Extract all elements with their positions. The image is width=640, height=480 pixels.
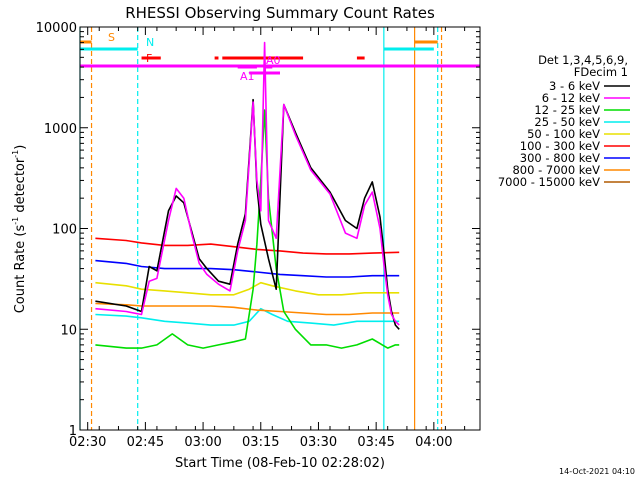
series-line-100-300-kev	[95, 237, 400, 255]
y-tick-label-3: 1000	[44, 122, 77, 137]
flag-label-n: N	[146, 36, 154, 49]
flag-label-a0: A0	[266, 54, 281, 67]
legend-label-7000-15000-kev: 7000 - 15000 keV	[498, 175, 600, 189]
x-tick-label-2: 03:00	[184, 435, 221, 450]
y-tick-label-2: 100	[52, 223, 77, 238]
legend-label-300-800-kev: 300 - 800 keV	[520, 151, 600, 165]
legend-label-6-12-kev: 6 - 12 keV	[542, 91, 600, 105]
legend-label-800-7000-kev: 800 - 7000 keV	[512, 163, 600, 177]
flag-bars: S NF A0 A1	[80, 31, 480, 83]
series-line-6-12-kev	[95, 41, 400, 326]
x-tick-label-1: 02:45	[127, 435, 164, 450]
series-line-50-100-kev	[95, 281, 400, 296]
flag-label-s: S	[108, 31, 115, 44]
legend-label-100-300-kev: 100 - 300 keV	[520, 139, 600, 153]
flag-label-a1: A1	[240, 70, 255, 83]
flag-label-f: F	[146, 52, 152, 65]
x-tick-label-5: 03:45	[357, 435, 394, 450]
x-tick-label-6: 04:00	[415, 435, 452, 450]
legend-label-12-25-kev: 12 - 25 keV	[534, 103, 600, 117]
legend-label-50-100-kev: 50 - 100 keV	[527, 127, 600, 141]
legend-label-3-6-kev: 3 - 6 keV	[549, 79, 600, 93]
y-axis-ticks: 1 10 100 1000 10000	[36, 21, 480, 439]
x-axis-label: Start Time (08-Feb-10 02:28:02)	[175, 456, 385, 471]
x-tick-label-0: 02:30	[69, 435, 106, 450]
chart-title: RHESSI Observing Summary Count Rates	[125, 4, 435, 22]
legend-header-1: FDecim 1	[574, 65, 628, 79]
x-axis-ticks: 02:30 02:45 03:00 03:15 03:30 03:45 04:00	[69, 27, 466, 450]
legend-label-25-50-kev: 25 - 50 keV	[534, 115, 600, 129]
x-tick-label-3: 03:15	[242, 435, 279, 450]
y-tick-label-0: 1	[69, 424, 77, 439]
series-line-300-800-kev	[95, 259, 400, 278]
y-axis-label: Count Rate (s-1 detector-1)	[11, 145, 28, 314]
y-tick-label-1: 10	[60, 323, 77, 338]
legend-header-0: Det 1,3,4,5,6,9,	[538, 53, 628, 67]
series-line-800-7000-kev	[95, 302, 400, 316]
series-line-25-50-kev	[95, 307, 400, 326]
series-lines	[95, 41, 400, 349]
vertical-markers	[79, 27, 443, 430]
y-tick-label-4: 10000	[36, 21, 77, 36]
footer-timestamp: 14-Oct-2021 04:10	[559, 467, 635, 476]
x-tick-label-4: 03:30	[300, 435, 337, 450]
